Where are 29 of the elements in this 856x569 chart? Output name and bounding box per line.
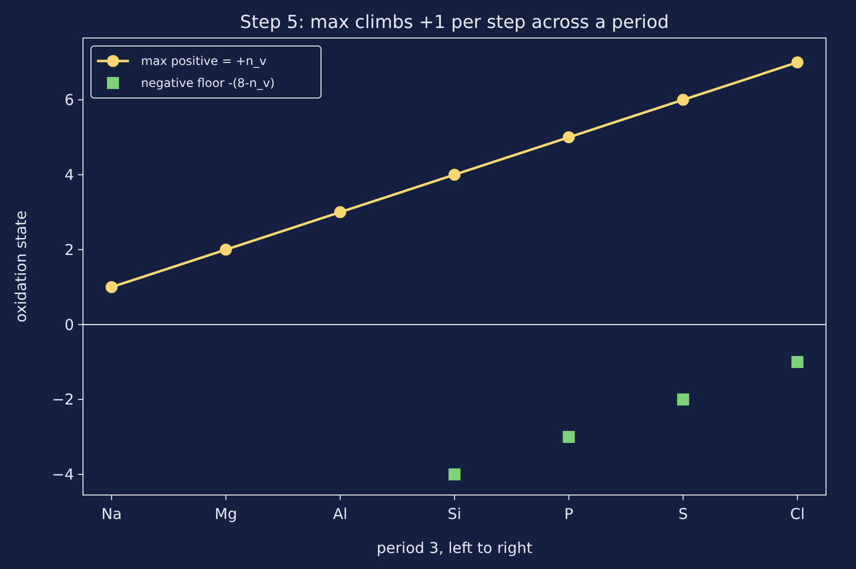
point bbox=[562, 131, 575, 144]
x-tick-label: Na bbox=[101, 505, 122, 523]
x-tick-label: Si bbox=[448, 505, 462, 523]
point bbox=[562, 430, 575, 443]
point bbox=[448, 468, 460, 480]
legend-label: max positive = +n_v bbox=[141, 54, 266, 68]
point bbox=[220, 244, 232, 256]
x-tick-label: S bbox=[678, 505, 688, 523]
point bbox=[334, 206, 346, 218]
x-tick-label: Cl bbox=[790, 505, 805, 523]
y-tick-label: 2 bbox=[64, 240, 74, 259]
y-tick-label: 0 bbox=[64, 316, 74, 334]
point bbox=[677, 94, 690, 106]
point bbox=[791, 356, 804, 368]
x-axis-title: period 3, left to right bbox=[376, 539, 532, 557]
point bbox=[448, 168, 460, 181]
legend-label: negative floor -(8-n_v) bbox=[141, 76, 275, 90]
y-tick-label: 4 bbox=[64, 166, 74, 184]
point bbox=[677, 393, 690, 406]
chart-title: Step 5: max climbs +1 per step across a period bbox=[240, 12, 669, 33]
y-tick-label: −4 bbox=[52, 466, 74, 484]
y-axis-title: oxidation state bbox=[12, 210, 30, 322]
point bbox=[106, 281, 118, 294]
x-tick-label: P bbox=[564, 505, 574, 523]
point bbox=[791, 56, 804, 68]
x-tick-label: Mg bbox=[214, 505, 238, 523]
y-tick-label: −2 bbox=[52, 390, 74, 409]
x-tick-label: Al bbox=[332, 505, 348, 523]
y-tick-label: 6 bbox=[64, 91, 74, 110]
